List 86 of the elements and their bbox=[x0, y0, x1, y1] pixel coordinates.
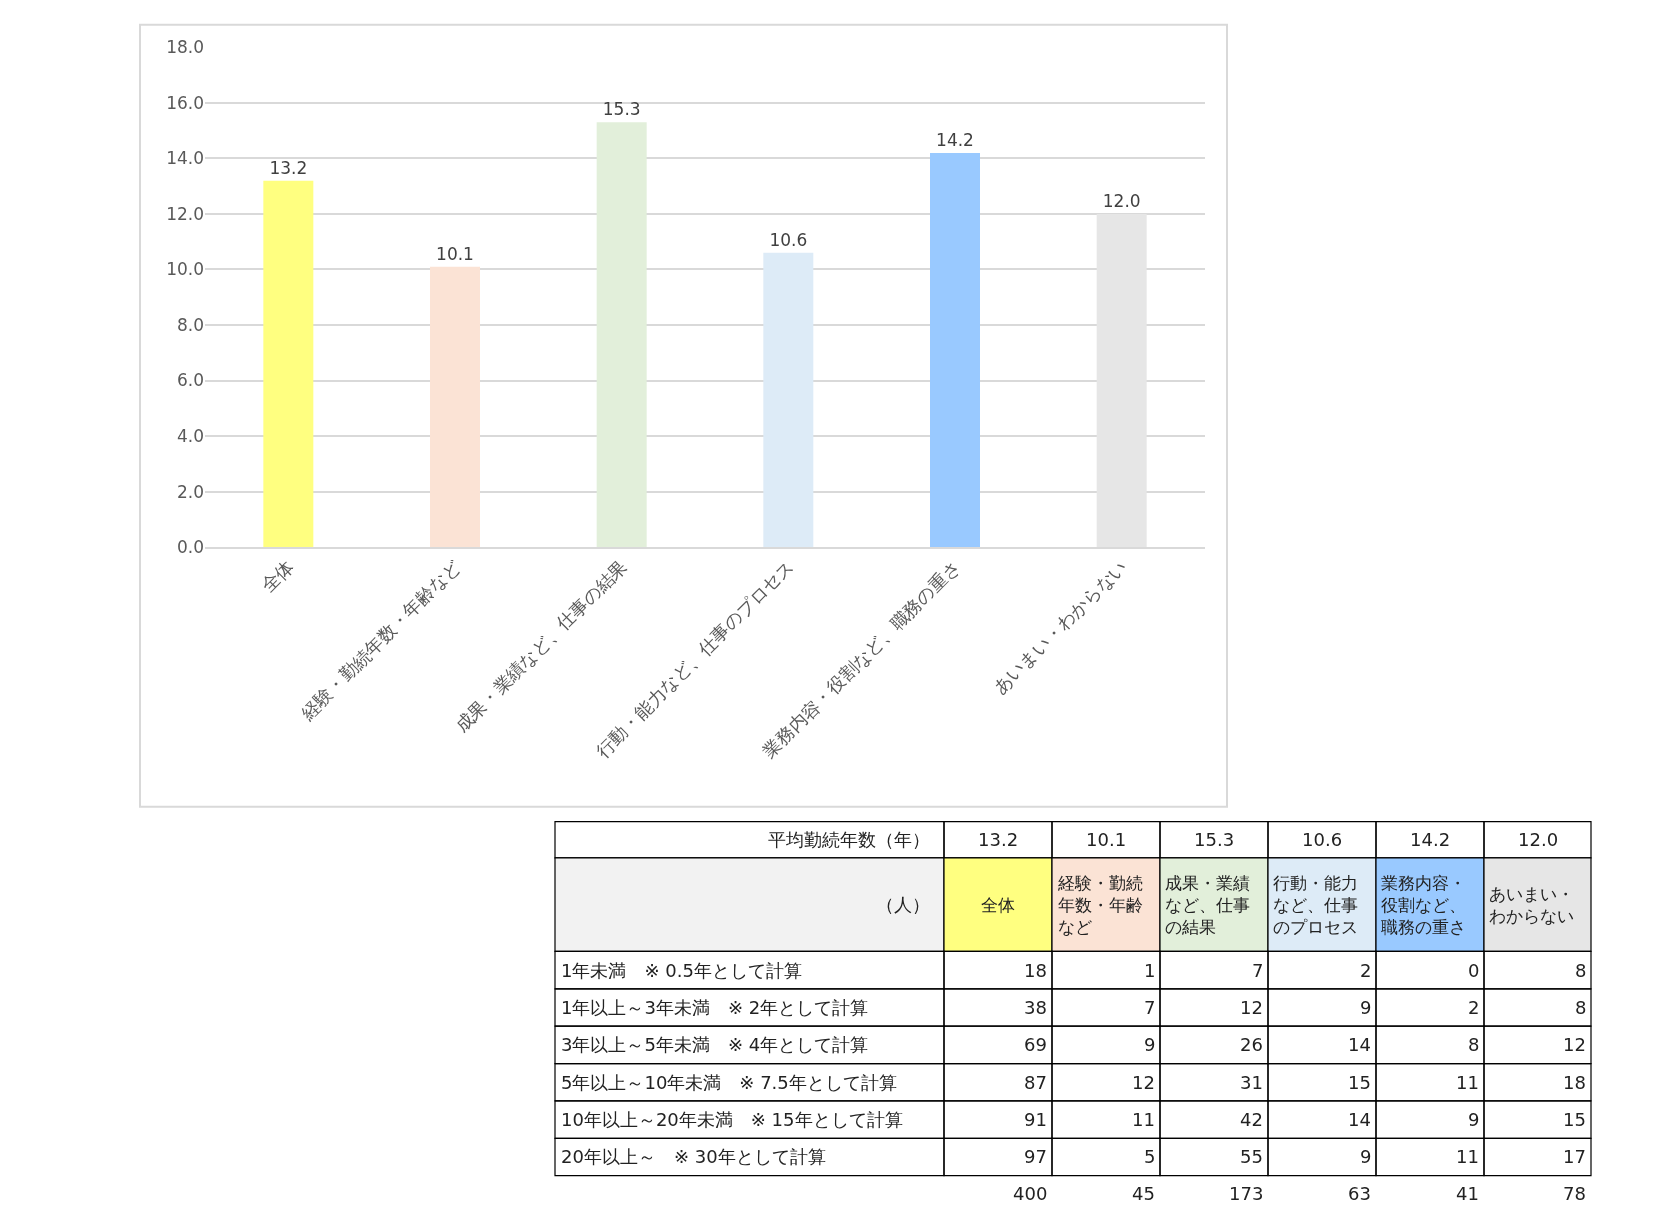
text: 78 bbox=[1563, 1183, 1586, 1204]
data-label: 31 bbox=[1240, 1072, 1263, 1093]
data-label: 7 bbox=[1144, 997, 1156, 1018]
data-label: 9 bbox=[1468, 1109, 1480, 1130]
text: 14.2 bbox=[1410, 829, 1451, 850]
data-label: 12 bbox=[1563, 1034, 1586, 1055]
data-label: 11 bbox=[1456, 1072, 1479, 1093]
data-label: 18 bbox=[1024, 960, 1047, 981]
x-tick-label: 業務内容・役割など、職務の重さ bbox=[1381, 873, 1466, 938]
text: 15.3 bbox=[1194, 829, 1235, 850]
data-label: 14 bbox=[1348, 1109, 1371, 1130]
data-label: 17 bbox=[1563, 1146, 1586, 1167]
text: （人） bbox=[876, 894, 930, 915]
data-label: 91 bbox=[1024, 1109, 1047, 1130]
data-label: 15.3 bbox=[602, 99, 641, 120]
text: 12.0 bbox=[1518, 829, 1559, 850]
bar bbox=[763, 252, 814, 548]
data-label: 7 bbox=[1252, 960, 1264, 981]
data-label: 2 bbox=[1468, 997, 1480, 1018]
data-label: 8 bbox=[1468, 1034, 1480, 1055]
data-label: 15 bbox=[1348, 1072, 1371, 1093]
y-tick-label: 10年以上～20年未満 ※ 15年として計算 bbox=[561, 1109, 903, 1130]
text: 41 bbox=[1456, 1183, 1479, 1204]
y-tick-label: 1年以上～3年未満 ※ 2年として計算 bbox=[561, 997, 869, 1018]
text: 45 bbox=[1132, 1183, 1155, 1204]
y-tick-label: 8.0 bbox=[176, 314, 204, 335]
data-label: 10.1 bbox=[436, 243, 474, 264]
y-tick-label: 10.0 bbox=[166, 259, 204, 280]
data-label: 8 bbox=[1575, 997, 1587, 1018]
bar bbox=[263, 180, 314, 548]
y-tick-label: 1年未満 ※ 0.5年として計算 bbox=[561, 960, 802, 981]
y-tick-label: 5年以上～10年未満 ※ 7.5年として計算 bbox=[561, 1072, 897, 1093]
bar bbox=[596, 122, 647, 548]
data-label: 9 bbox=[1360, 1146, 1372, 1167]
data-label: 13.2 bbox=[269, 157, 308, 178]
x-tick-label: 行動・能力など、仕事のプロセス bbox=[1273, 873, 1358, 938]
text: 63 bbox=[1348, 1183, 1371, 1204]
text: 400 bbox=[1013, 1183, 1048, 1204]
data-label: 38 bbox=[1024, 997, 1047, 1018]
data-label: 42 bbox=[1240, 1109, 1263, 1130]
bar bbox=[1096, 213, 1147, 548]
data-label: 9 bbox=[1144, 1034, 1156, 1055]
bar bbox=[430, 266, 480, 548]
data-label: 26 bbox=[1240, 1034, 1263, 1055]
data-label: 15 bbox=[1563, 1109, 1586, 1130]
data-label: 87 bbox=[1024, 1072, 1047, 1093]
y-tick-label: 2.0 bbox=[176, 481, 204, 502]
data-label: 18 bbox=[1563, 1072, 1586, 1093]
y-tick-label: 14.0 bbox=[166, 148, 204, 169]
data-label: 5 bbox=[1144, 1146, 1156, 1167]
y-tick-label: 16.0 bbox=[166, 92, 204, 113]
data-label: 14.2 bbox=[936, 129, 974, 150]
data-label: 8 bbox=[1575, 960, 1587, 981]
bar bbox=[930, 152, 980, 548]
y-tick-label: 18.0 bbox=[166, 37, 204, 58]
data-label: 12 bbox=[1240, 997, 1263, 1018]
y-tick-label: 3年以上～5年未満 ※ 4年として計算 bbox=[561, 1034, 869, 1055]
x-tick-label: 全体 bbox=[981, 895, 1015, 915]
data-label: 2 bbox=[1360, 960, 1372, 981]
text: 10.6 bbox=[1302, 829, 1343, 850]
data-label: 14 bbox=[1348, 1034, 1371, 1055]
x-tick-label: 全体 bbox=[257, 555, 298, 597]
x-tick-label: あいまい・わからない bbox=[1489, 884, 1574, 927]
y-tick-label: 20年以上～ ※ 30年として計算 bbox=[561, 1146, 826, 1167]
data-label: 11 bbox=[1456, 1146, 1479, 1167]
text: 13.2 bbox=[978, 829, 1019, 850]
data-label: 9 bbox=[1360, 997, 1372, 1018]
x-tick-label: あいまい・わからない bbox=[988, 555, 1131, 698]
data-label: 1 bbox=[1144, 960, 1156, 981]
y-tick-label: 4.0 bbox=[176, 426, 204, 446]
data-label: 97 bbox=[1024, 1146, 1047, 1167]
text: 10.1 bbox=[1086, 829, 1127, 850]
text: 173 bbox=[1229, 1183, 1264, 1204]
data-label: 12.0 bbox=[1102, 190, 1141, 211]
data-label: 12 bbox=[1132, 1072, 1155, 1093]
data-label: 10.6 bbox=[769, 229, 808, 250]
data-label: 55 bbox=[1240, 1146, 1263, 1167]
y-tick-label: 6.0 bbox=[176, 370, 204, 391]
x-tick-label: 成果・業績など、仕事の結果 bbox=[1165, 873, 1250, 938]
x-tick-label: 経験・勤続年数・年齢など bbox=[1057, 873, 1143, 938]
text: 平均勤続年数（年） bbox=[768, 829, 930, 850]
y-tick-label: 12.0 bbox=[166, 203, 204, 224]
data-label: 0 bbox=[1468, 960, 1480, 981]
y-tick-label: 0.0 bbox=[176, 537, 204, 558]
data-label: 69 bbox=[1024, 1034, 1047, 1055]
data-label: 11 bbox=[1132, 1109, 1155, 1130]
